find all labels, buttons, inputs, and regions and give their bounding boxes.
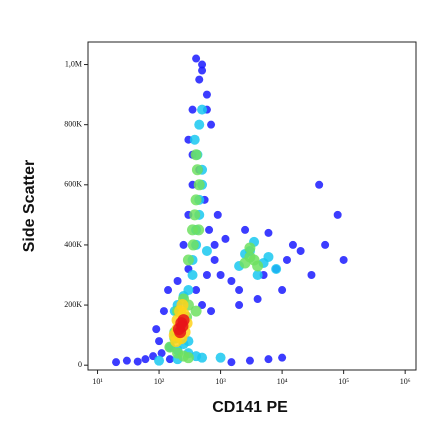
event-dot — [192, 286, 201, 295]
x-tick-label: 10² — [154, 377, 165, 386]
event-dot — [188, 105, 197, 114]
y-tick-label: 400K — [64, 240, 82, 249]
x-tick-label: 10¹ — [92, 377, 103, 386]
x-axis-title: CD141 PE — [212, 399, 288, 416]
event-dot — [210, 255, 219, 264]
y-tick-label: 600K — [64, 180, 82, 189]
event-dot — [282, 255, 291, 264]
event-dot — [307, 270, 316, 279]
event-dot — [207, 120, 216, 129]
event-dot — [227, 358, 236, 367]
event-dot — [182, 352, 194, 364]
event-dot — [315, 180, 324, 189]
y-tick-label: 200K — [64, 300, 82, 309]
event-dot — [271, 263, 282, 274]
event-dot — [179, 240, 188, 249]
x-tick-label: 10⁶ — [400, 377, 411, 386]
event-dot — [288, 240, 297, 249]
event-dot — [244, 242, 256, 254]
event-dot — [252, 269, 263, 280]
event-dot — [263, 251, 274, 262]
event-dot — [176, 299, 189, 312]
event-dot — [191, 164, 203, 176]
event-dot — [198, 60, 207, 69]
event-dot — [216, 270, 225, 279]
event-dot — [155, 337, 164, 346]
event-dot — [159, 307, 168, 316]
x-tick-label: 10⁵ — [338, 377, 349, 386]
event-dot — [235, 286, 244, 295]
event-dot — [241, 225, 250, 234]
event-dot — [190, 149, 202, 161]
event-dot — [205, 225, 214, 234]
event-dot — [195, 75, 204, 84]
event-dot — [112, 358, 121, 367]
y-tick-label: 1,0M — [65, 59, 82, 68]
event-dot — [213, 210, 222, 219]
event-dot — [296, 246, 305, 255]
event-dot — [215, 352, 226, 363]
event-dot — [202, 270, 211, 279]
event-dot — [264, 228, 273, 237]
event-dot — [164, 286, 173, 295]
event-dot — [197, 352, 208, 363]
event-dot — [165, 355, 174, 364]
event-dot — [173, 277, 182, 286]
y-tick-label: 0 — [78, 360, 82, 369]
event-dot — [264, 355, 273, 364]
event-dot — [198, 301, 207, 310]
y-axis-title: Side Scatter — [21, 160, 38, 252]
event-dot — [201, 245, 212, 256]
event-dot — [210, 240, 219, 249]
event-dot — [253, 295, 262, 304]
event-dot — [182, 254, 194, 266]
event-dot — [152, 325, 161, 334]
event-dot — [190, 305, 202, 317]
event-dot — [252, 260, 264, 272]
event-dot — [227, 277, 236, 286]
event-dot — [187, 239, 199, 251]
event-dot — [154, 355, 165, 366]
y-tick-label: 800K — [64, 120, 82, 129]
event-dot — [207, 307, 216, 316]
event-dot — [278, 353, 287, 362]
event-dot — [235, 301, 244, 310]
event-dot — [133, 357, 142, 366]
event-dot — [333, 210, 342, 219]
event-dot — [321, 240, 330, 249]
event-dot — [278, 286, 287, 295]
event-dot — [193, 179, 205, 191]
event-dot — [194, 119, 205, 130]
event-dot — [187, 269, 198, 280]
event-dot — [157, 349, 166, 358]
event-dot — [176, 320, 189, 333]
x-tick-label: 10⁴ — [277, 377, 288, 386]
event-dot — [197, 104, 208, 115]
event-dot — [221, 234, 230, 243]
event-dot — [189, 134, 200, 145]
event-dot — [192, 54, 201, 63]
plot-frame — [87, 41, 417, 371]
event-dot — [339, 255, 348, 264]
event-dot — [141, 355, 150, 364]
event-dot — [122, 356, 131, 365]
event-dot — [190, 194, 202, 206]
event-dot — [198, 66, 207, 75]
event-dot — [189, 209, 201, 221]
event-dot — [202, 90, 211, 99]
event-dot — [245, 356, 254, 365]
x-tick-label: 10³ — [215, 377, 226, 386]
event-dot — [193, 224, 205, 236]
